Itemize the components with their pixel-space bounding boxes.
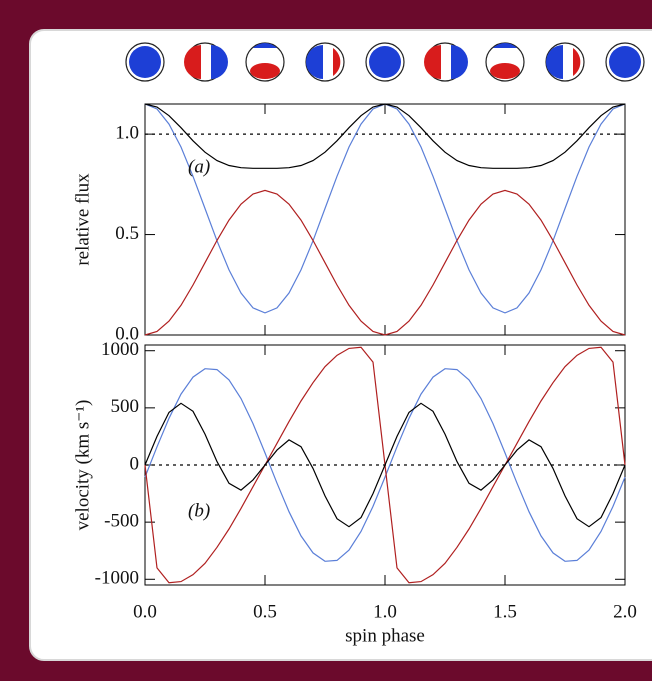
- icon-spot: [573, 48, 581, 76]
- x-tick-label: 2.0: [613, 601, 637, 622]
- y-tick-label: 1000: [101, 339, 139, 360]
- icon-spot: [424, 45, 441, 79]
- series-line: [144, 402, 626, 528]
- icon-spot: [493, 43, 517, 48]
- series-line: [144, 189, 626, 336]
- panel-label: (b): [188, 500, 210, 521]
- icon-spot: [211, 45, 228, 79]
- x-tick-label: 1.0: [373, 601, 397, 622]
- series-line: [144, 103, 626, 169]
- spin-icons: [125, 42, 645, 82]
- icon-spot: [253, 43, 277, 48]
- icon-spot: [129, 46, 161, 78]
- panel-label: (a): [188, 156, 210, 177]
- y-tick-label: 0.0: [115, 323, 139, 344]
- y-tick-label: 0.5: [115, 223, 139, 244]
- icon-spot: [306, 45, 323, 79]
- y-tick-label: 0: [130, 453, 140, 474]
- y-tick-label: -1000: [95, 568, 139, 589]
- x-tick-label: 0.0: [133, 601, 157, 622]
- icon-spot: [333, 48, 341, 76]
- y-tick-label: -500: [104, 511, 139, 532]
- x-tick-label: 1.5: [493, 601, 517, 622]
- y-axis-label: relative flux: [72, 173, 93, 266]
- icon-spot: [490, 63, 520, 79]
- y-tick-label: 1.0: [115, 122, 139, 143]
- icon-spot: [609, 46, 641, 78]
- icon-spot: [546, 45, 563, 79]
- icon-spot: [184, 45, 201, 79]
- icon-spot: [369, 46, 401, 78]
- series-line: [144, 368, 626, 562]
- icon-spot: [451, 45, 468, 79]
- x-tick-label: 0.5: [253, 601, 277, 622]
- y-axis-label: velocity (km s⁻¹): [72, 400, 93, 531]
- x-axis-label: spin phase: [345, 625, 425, 646]
- icon-spot: [250, 63, 280, 79]
- y-tick-label: 500: [111, 396, 140, 417]
